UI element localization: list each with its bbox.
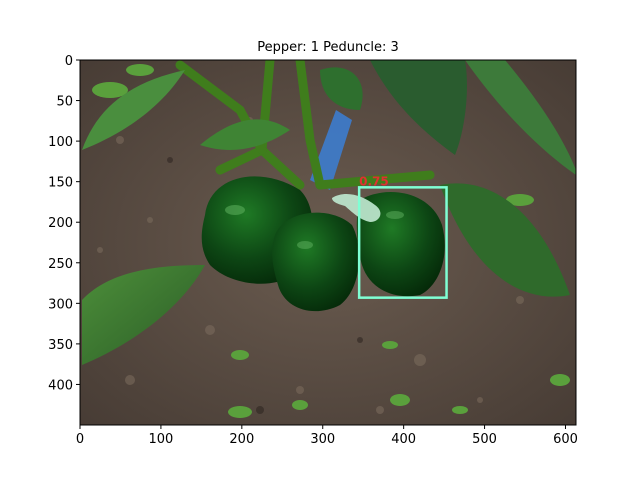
x-tick-label: 200	[229, 432, 254, 447]
detection-score-label: 0.75	[359, 174, 389, 188]
x-tick-label: 300	[310, 432, 335, 447]
y-tick-label: 150	[48, 176, 73, 191]
y-tick-label: 200	[48, 216, 73, 231]
x-tick-label: 400	[391, 432, 416, 447]
leaf-top	[370, 60, 467, 155]
leaf-right	[440, 183, 570, 297]
x-tick-label: 0	[76, 432, 84, 447]
detections: 0.75	[357, 174, 448, 299]
y-tick-label: 50	[56, 95, 73, 110]
pepper-bounding-box	[357, 186, 448, 299]
photo	[80, 60, 576, 425]
y-tick-label: 0	[65, 54, 73, 69]
y-tick-label: 350	[48, 338, 73, 353]
x-tick-label: 500	[472, 432, 497, 447]
leaf-left	[82, 265, 205, 365]
y-tick-label: 100	[48, 135, 73, 150]
leaf-top-right	[465, 60, 576, 175]
x-axis: 0 100 200 300 400 500 600	[76, 425, 578, 447]
x-tick-label: 600	[553, 432, 578, 447]
y-axis: 0 50 100 150 200 250 300 350 400	[48, 54, 80, 393]
plot-title: Pepper: 1 Peduncle: 3	[257, 40, 399, 55]
y-tick-label: 250	[48, 257, 73, 272]
y-tick-label: 300	[48, 297, 73, 312]
x-tick-label: 100	[148, 432, 173, 447]
y-tick-label: 400	[48, 378, 73, 393]
leaf-upper-left	[82, 70, 185, 150]
axes-frame	[79, 59, 577, 426]
peduncle-mask	[332, 194, 381, 222]
